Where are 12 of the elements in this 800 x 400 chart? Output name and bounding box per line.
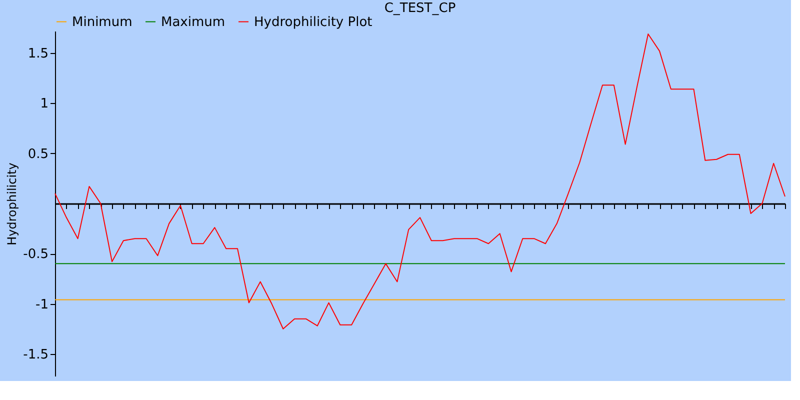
y-tick-label: 1 bbox=[40, 96, 48, 112]
y-tick-label: -0.5 bbox=[23, 247, 48, 262]
y-tick-label: 1.5 bbox=[28, 46, 48, 62]
line-series bbox=[54, 34, 786, 330]
legend-label: Hydrophilicity Plot bbox=[254, 14, 372, 30]
legend-label: Minimum bbox=[72, 14, 132, 30]
y-axis-title: Hydrophilicity bbox=[5, 162, 20, 246]
chart-title: C_TEST_CP bbox=[384, 1, 456, 16]
y-tick-label: -1 bbox=[36, 297, 48, 312]
y-tick-label: 0.5 bbox=[28, 146, 48, 162]
y-tick-label: -1.5 bbox=[23, 347, 48, 362]
legend-label: Maximum bbox=[161, 14, 226, 30]
